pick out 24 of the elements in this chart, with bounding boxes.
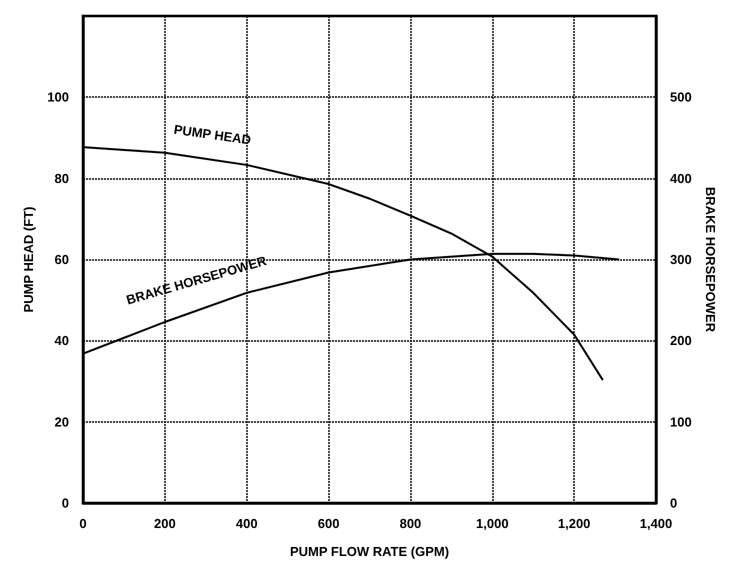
x-tick-label: 600 xyxy=(318,516,340,531)
x-tick-label: 400 xyxy=(236,516,258,531)
y-tick-label: 40 xyxy=(54,333,69,348)
y-tick-label: 0 xyxy=(62,496,69,510)
y2-tick-label: 200 xyxy=(670,333,692,348)
y-axis-title: PUMP HEAD (FT) xyxy=(21,206,36,312)
x-tick-label: 200 xyxy=(154,516,176,531)
x-tick-label: 1,400 xyxy=(640,516,672,531)
x-axis-title: PUMP FLOW RATE (GPM) xyxy=(290,544,450,559)
y-tick-label: 80 xyxy=(54,170,69,186)
y-tick-label: 20 xyxy=(54,414,69,430)
y2-tick-label: 0 xyxy=(670,496,678,510)
y2-tick-label: 300 xyxy=(670,252,692,267)
text: PUMP HEAD xyxy=(172,122,252,148)
x-tick-label: 0 xyxy=(79,516,87,531)
x-tick-label: 1,000 xyxy=(476,516,509,531)
y2-tick-label: 500 xyxy=(670,90,692,105)
x-tick-label: 800 xyxy=(400,516,422,531)
y-tick-label: 100 xyxy=(47,90,69,105)
y2-axis-title: BRAKE HORSEPOWER xyxy=(703,186,718,333)
y-tick-label: 60 xyxy=(54,252,69,267)
y2-tick-label: 100 xyxy=(670,414,692,430)
x-tick-label: 1,200 xyxy=(558,516,590,531)
y2-tick-label: 400 xyxy=(670,170,692,186)
